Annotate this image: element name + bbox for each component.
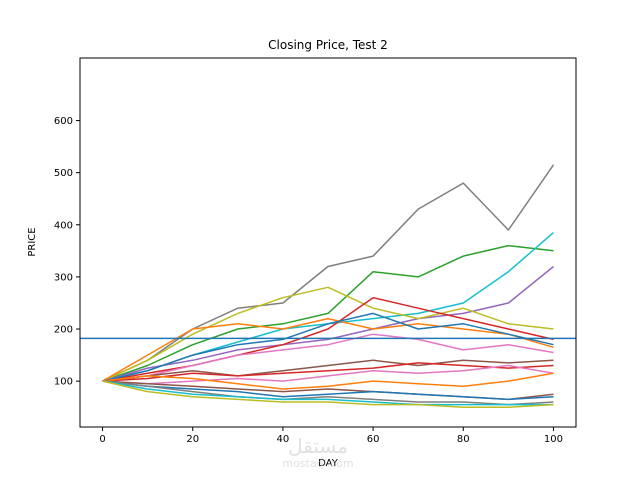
x-axis-label: DAY (318, 458, 339, 469)
x-tick-label: 0 (99, 434, 105, 445)
series-line-3 (102, 232, 554, 382)
x-tick-label: 80 (457, 434, 470, 445)
y-axis: 100 200 300 400 500 600 (54, 116, 80, 388)
y-tick-label: 100 (54, 377, 73, 388)
series-line-6 (102, 296, 554, 382)
series-line-1 (102, 164, 555, 382)
y-tick-label: 500 (54, 168, 73, 179)
series-line-12 (102, 364, 554, 385)
series-line-11 (102, 362, 554, 382)
series-line-2 (102, 244, 554, 382)
y-tick-label: 600 (54, 116, 73, 127)
x-tick-label: 20 (186, 434, 199, 445)
watermark-arabic: مستقل (288, 434, 348, 458)
y-tick-label: 400 (54, 220, 73, 231)
chart-title: Closing Price, Test 2 (268, 38, 388, 52)
series-line-13 (102, 372, 554, 390)
series-line-8 (102, 312, 554, 382)
series-line-9 (102, 333, 554, 382)
series-line-17 (102, 380, 554, 406)
series-line-15 (102, 380, 554, 401)
series-line-5 (102, 286, 554, 382)
series-line-18 (102, 380, 554, 408)
series-line-7 (102, 317, 554, 382)
series-line-4 (102, 265, 554, 382)
y-tick-label: 200 (54, 325, 73, 336)
series-line-16 (102, 380, 554, 406)
y-tick-label: 300 (54, 272, 73, 283)
series-line-10 (102, 359, 554, 382)
x-tick-label: 60 (367, 434, 380, 445)
x-tick-label: 40 (277, 434, 290, 445)
y-axis-label: PRICE (27, 227, 38, 256)
x-axis: 0 20 40 60 80 100 (99, 427, 563, 445)
plot-area (80, 164, 576, 408)
watermark-latin: mostaql.com (282, 457, 353, 470)
plot-frame (79, 57, 577, 428)
watermark: مستقل mostaql.com (282, 434, 353, 470)
x-tick-label: 100 (544, 434, 563, 445)
